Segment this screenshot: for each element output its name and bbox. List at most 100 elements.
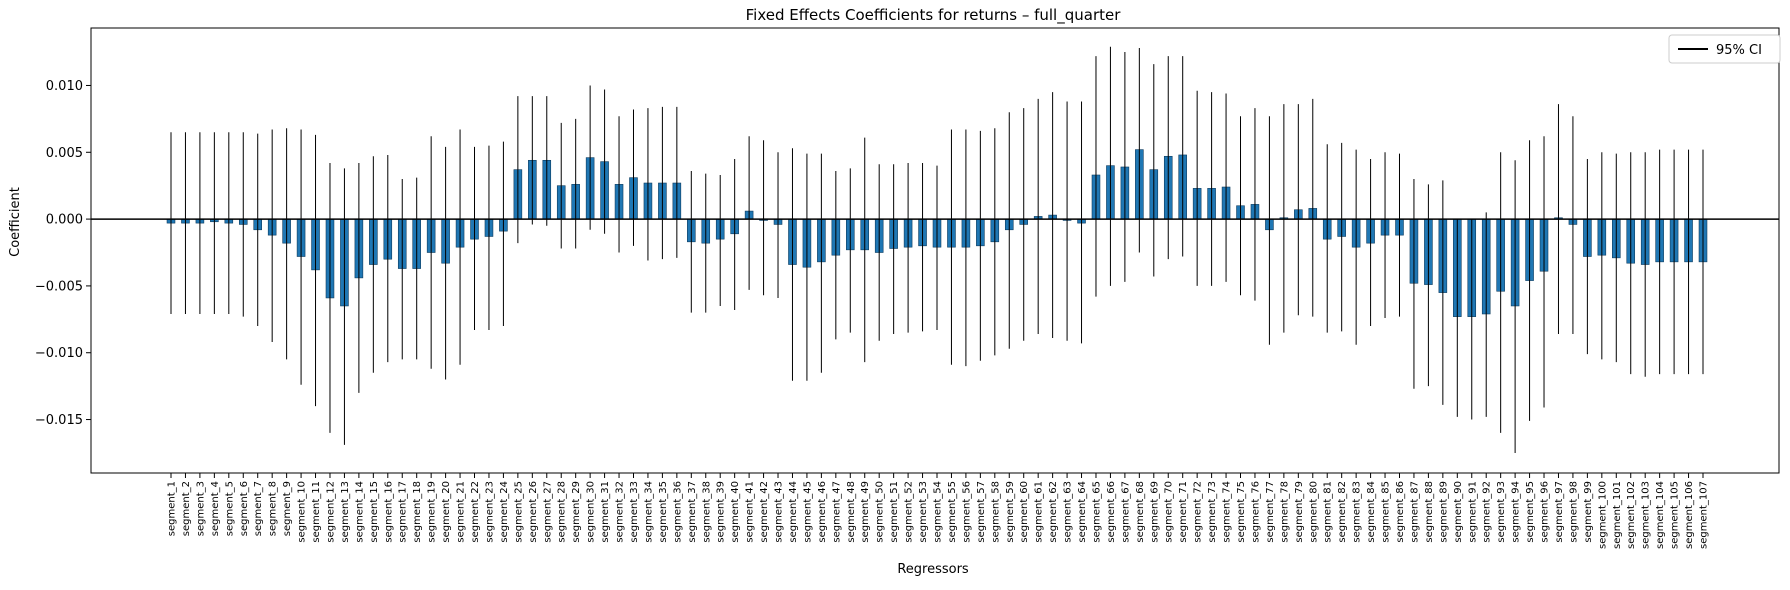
x-tick-label: segment_20 [441, 481, 452, 543]
x-tick-label: segment_77 [1265, 481, 1276, 543]
legend-box [1668, 34, 1781, 64]
x-tick-label: segment_70 [1164, 481, 1175, 543]
x-tick-label: segment_95 [1525, 481, 1536, 543]
error-bars [170, 46, 1704, 453]
x-tick-label: segment_73 [1207, 481, 1218, 543]
x-tick-label: segment_88 [1424, 481, 1435, 543]
x-tick-label: segment_36 [672, 481, 683, 543]
x-tick-label: segment_74 [1222, 481, 1233, 543]
x-tick-label: segment_83 [1352, 481, 1363, 543]
y-tick-label: 0.000 [46, 213, 83, 228]
x-tick-label: segment_66 [1106, 481, 1117, 543]
x-tick-label: segment_7 [253, 481, 264, 536]
y-axis-ticks: −0.015 −0.010 −0.005 0.000 0.005 0.010 [35, 79, 91, 428]
x-tick-label: segment_33 [629, 481, 640, 543]
x-tick-label: segment_96 [1540, 481, 1551, 543]
x-tick-label: segment_76 [1250, 481, 1261, 543]
x-tick-label: segment_107 [1699, 481, 1710, 549]
x-tick-label: segment_24 [499, 481, 510, 543]
x-tick-label: segment_1 [167, 481, 178, 536]
x-tick-label: segment_39 [716, 481, 727, 543]
x-tick-label: segment_26 [528, 481, 539, 543]
x-tick-label: segment_25 [513, 481, 524, 543]
x-tick-label: segment_65 [1091, 481, 1102, 543]
x-tick-label: segment_63 [1063, 481, 1074, 543]
y-tick-label: −0.005 [35, 279, 83, 294]
x-tick-label: segment_50 [875, 481, 886, 543]
x-tick-label: segment_101 [1612, 481, 1623, 549]
x-tick-label: segment_106 [1684, 481, 1695, 549]
x-tick-label: segment_48 [846, 481, 857, 543]
x-tick-label: segment_49 [860, 481, 871, 543]
x-tick-label: segment_38 [701, 481, 712, 543]
x-tick-label: segment_69 [1149, 481, 1160, 543]
x-tick-label: segment_102 [1626, 481, 1637, 549]
x-tick-label: segment_47 [831, 481, 842, 543]
y-tick-label: 0.005 [46, 146, 83, 161]
x-tick-label: segment_30 [586, 481, 597, 543]
x-tick-label: segment_71 [1178, 481, 1189, 543]
x-tick-label: segment_55 [947, 481, 958, 543]
x-tick-label: segment_61 [1034, 481, 1045, 543]
y-tick-label: −0.010 [35, 346, 83, 361]
x-tick-label: segment_40 [730, 481, 741, 543]
x-tick-label: segment_10 [297, 481, 308, 543]
x-tick-label: segment_58 [990, 481, 1001, 543]
x-tick-label: segment_6 [239, 481, 250, 536]
x-tick-label: segment_51 [889, 481, 900, 543]
x-axis-ticks: segment_1 segment_2 segment_3 segment_4 segm… [167, 473, 1710, 549]
x-tick-label: segment_5 [224, 481, 235, 536]
x-tick-label: segment_37 [687, 481, 698, 543]
x-tick-label: segment_68 [1135, 481, 1146, 543]
x-tick-label: segment_41 [745, 481, 756, 543]
x-tick-label: segment_104 [1655, 481, 1666, 549]
x-tick-label: segment_62 [1048, 481, 1059, 543]
x-tick-label: segment_16 [383, 481, 394, 543]
y-axis-label: Coefficient [8, 187, 23, 257]
x-tick-label: segment_80 [1308, 481, 1319, 543]
x-tick-label: segment_3 [195, 481, 206, 536]
x-tick-label: segment_18 [412, 481, 423, 543]
x-tick-label: segment_57 [976, 481, 987, 543]
x-tick-label: segment_9 [282, 481, 293, 536]
x-tick-label: segment_93 [1496, 481, 1507, 543]
x-tick-label: segment_59 [1005, 481, 1016, 543]
x-tick-label: segment_22 [470, 481, 481, 543]
x-tick-label: segment_64 [1077, 481, 1088, 543]
x-tick-label: segment_60 [1019, 481, 1030, 543]
x-tick-label: segment_85 [1381, 481, 1392, 543]
x-tick-label: segment_100 [1597, 481, 1608, 549]
x-tick-label: segment_81 [1323, 481, 1334, 543]
x-tick-label: segment_75 [1236, 481, 1247, 543]
x-tick-label: segment_2 [181, 481, 192, 536]
x-tick-label: segment_56 [961, 481, 972, 543]
x-tick-label: segment_15 [369, 481, 380, 543]
chart-title: Fixed Effects Coefficients for returns –… [746, 6, 1122, 25]
x-tick-label: segment_89 [1438, 481, 1449, 543]
x-tick-label: segment_19 [427, 481, 438, 543]
x-tick-label: segment_21 [456, 481, 467, 543]
x-tick-label: segment_14 [354, 481, 365, 543]
x-tick-label: segment_29 [571, 481, 582, 543]
x-axis-label: Regressors [897, 562, 969, 577]
x-tick-label: segment_43 [774, 481, 785, 543]
x-tick-label: segment_98 [1568, 481, 1579, 543]
x-tick-label: segment_8 [268, 481, 279, 536]
x-tick-label: segment_78 [1279, 481, 1290, 543]
x-tick-label: segment_79 [1294, 481, 1305, 543]
x-tick-label: segment_13 [340, 481, 351, 543]
x-tick-label: segment_67 [1120, 481, 1131, 543]
x-tick-label: segment_82 [1337, 481, 1348, 543]
x-tick-label: segment_103 [1641, 481, 1652, 549]
x-tick-label: segment_17 [398, 481, 409, 543]
x-tick-label: segment_91 [1467, 481, 1478, 543]
x-tick-label: segment_52 [904, 481, 915, 543]
x-tick-label: segment_44 [788, 481, 799, 543]
x-tick-label: segment_28 [557, 481, 568, 543]
x-tick-label: segment_45 [802, 481, 813, 543]
x-tick-label: segment_84 [1366, 481, 1377, 543]
x-tick-label: segment_90 [1453, 481, 1464, 543]
x-tick-label: segment_72 [1193, 481, 1204, 543]
